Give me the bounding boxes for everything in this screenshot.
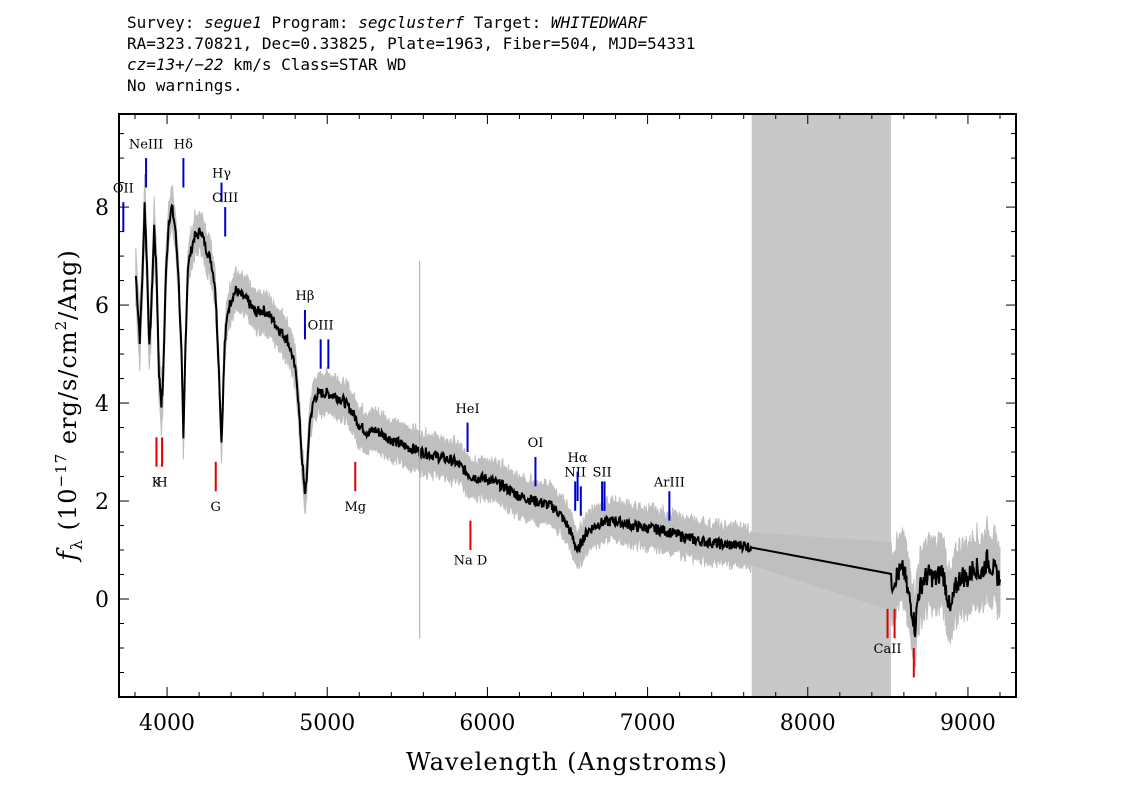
program-value: segclusterf <box>358 13 465 32</box>
emission-line-label: SII <box>593 466 612 481</box>
header-line-2: RA=323.70821, Dec=0.33825, Plate=1963, F… <box>127 34 696 53</box>
emission-line-label: ArIII <box>653 475 685 490</box>
y-tick-label: 6 <box>95 294 109 319</box>
header-line-3: cz=13+/−22 km/s Class=STAR WD <box>127 54 695 75</box>
y-axis-title: fλ (10−17 erg/s/cm2/Ang) <box>52 249 86 562</box>
absorption-line-label: K <box>152 475 162 490</box>
absorption-line-label: CaII <box>874 642 902 657</box>
emission-line-label: OIII <box>308 319 334 334</box>
emission-line-label: Hδ <box>174 137 193 152</box>
header-line-4: No warnings. <box>127 76 243 95</box>
x-tick-label: 4000 <box>139 711 195 736</box>
x-axis-title: Wavelength (Angstroms) <box>406 748 728 776</box>
class-value: km/s Class=STAR WD <box>223 55 407 74</box>
masked-region-layer <box>751 114 892 697</box>
absorption-line-label: Na D <box>454 554 488 569</box>
absorption-line-label: Mg <box>344 500 366 515</box>
emission-line-label: NII <box>564 466 586 481</box>
x-tick-label: 5000 <box>299 711 355 736</box>
emission-line-label: Hγ <box>212 167 231 182</box>
target-value: WHITEDWARF <box>550 13 648 32</box>
error-band-layer <box>135 174 1001 668</box>
emission-line-label: OII <box>113 181 134 196</box>
program-label: Program: <box>261 13 359 32</box>
absorption-line-label: G <box>211 500 221 515</box>
y-axis-title-exponent: −17 <box>52 453 70 488</box>
x-tick-label: 6000 <box>459 711 515 736</box>
y-axis-title-units: erg/s/cm <box>54 330 82 452</box>
flux-layer <box>134 202 1001 638</box>
y-axis-title-subscript: λ <box>67 539 86 550</box>
survey-label: Survey: <box>127 13 205 32</box>
y-tick-label: 4 <box>95 392 109 417</box>
x-tick-label: 8000 <box>780 711 836 736</box>
absorption-line-label: H <box>156 475 167 490</box>
emission-line-label: Hα <box>568 451 588 466</box>
x-tick-label: 9000 <box>940 711 996 736</box>
emission-line-label: Hβ <box>296 289 315 304</box>
survey-value: segue1 <box>204 13 262 32</box>
y-tick-label: 2 <box>95 490 109 515</box>
emission-line-label: OI <box>528 436 544 451</box>
y-axis-title-symbol: f <box>53 547 83 563</box>
y-axis-title-scale: (10 <box>54 487 82 539</box>
spectrum-header: Survey: segue1 Program: segclusterf Targ… <box>127 12 695 96</box>
flux-series-line <box>134 202 1001 638</box>
y-tick-label: 8 <box>95 196 109 221</box>
redshift-value: cz=13+/−22 <box>127 55 224 74</box>
axis-ticks-layer: 4000 5000 6000 7000 8000 9000 0 2 4 6 8 <box>95 114 1016 736</box>
emission-line-label: HeI <box>455 402 479 417</box>
emission-line-label: NeIII <box>129 137 163 152</box>
target-label: Target: <box>464 13 551 32</box>
y-tick-label: 0 <box>95 588 109 613</box>
plot-frame <box>118 113 1017 698</box>
emission-line-label: OIII <box>212 191 238 206</box>
masked-region <box>751 114 892 697</box>
error-band <box>135 174 1001 668</box>
x-tick-label: 7000 <box>620 711 676 736</box>
y-axis-title-units-end: /Ang) <box>54 249 82 320</box>
y-axis-title-exponent-2: 2 <box>52 320 70 331</box>
header-line-1: Survey: segue1 Program: segclusterf Targ… <box>127 12 695 33</box>
